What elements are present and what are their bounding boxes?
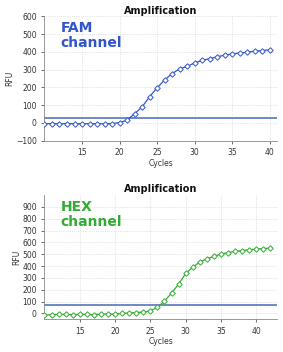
Text: HEX
channel: HEX channel (61, 200, 122, 229)
Y-axis label: RFU: RFU (12, 250, 21, 265)
X-axis label: Cycles: Cycles (149, 338, 173, 346)
Y-axis label: RFU: RFU (6, 71, 14, 86)
Title: Amplification: Amplification (124, 6, 198, 15)
Text: FAM
channel: FAM channel (61, 21, 122, 50)
Title: Amplification: Amplification (124, 184, 198, 194)
X-axis label: Cycles: Cycles (149, 159, 173, 168)
